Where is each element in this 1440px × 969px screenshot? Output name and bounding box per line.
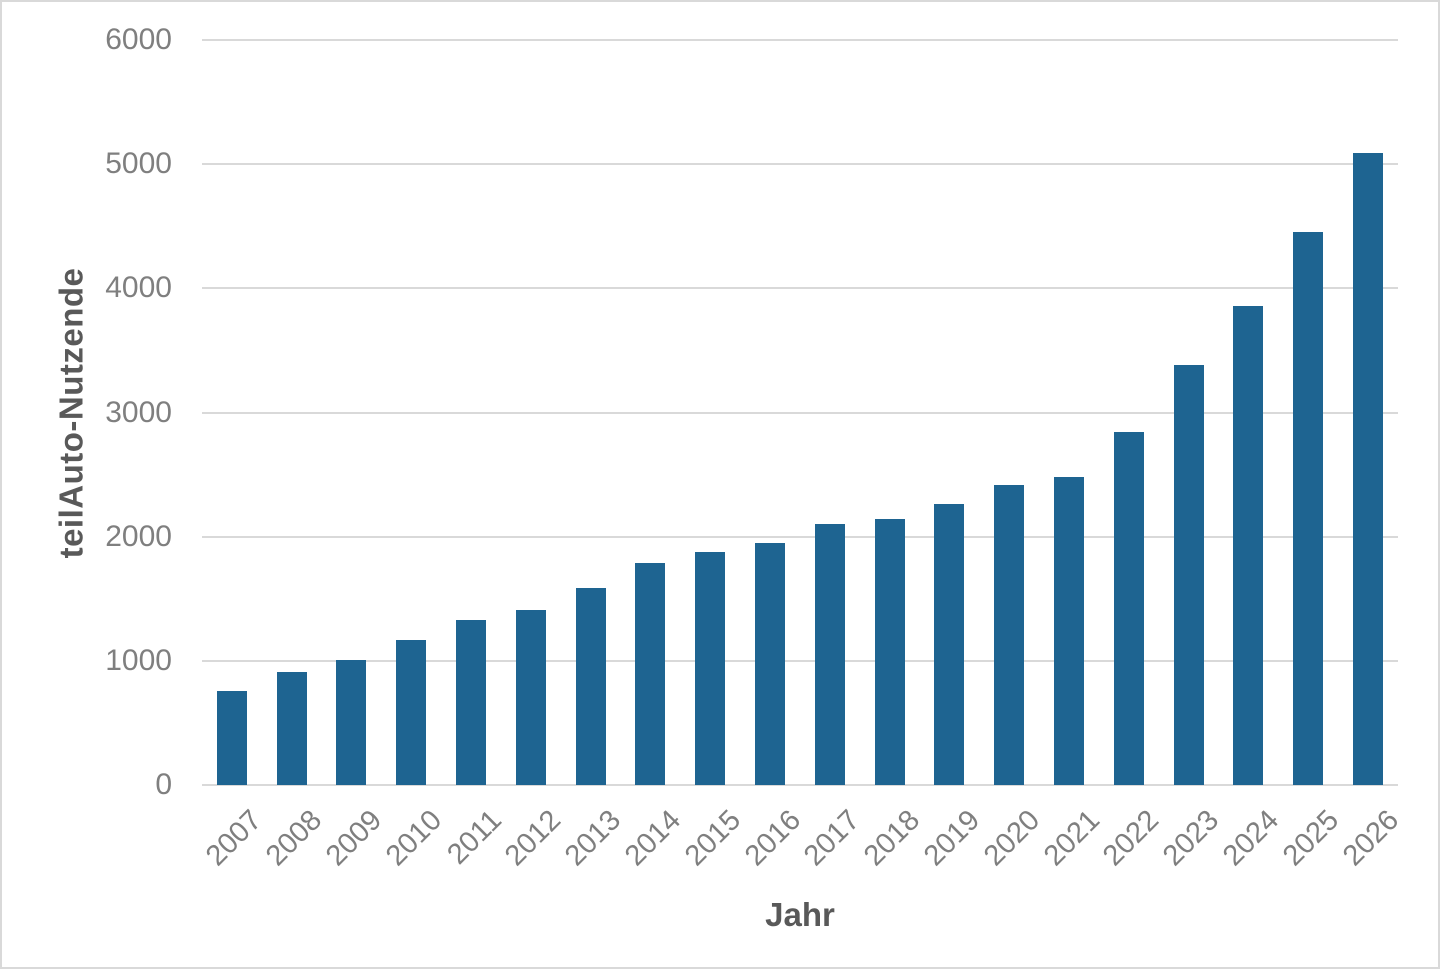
bar-slot-2012 (501, 40, 561, 785)
x-tick-slot-2023: 2023 (1157, 790, 1225, 902)
bar-slot-2015 (680, 40, 740, 785)
bar-2012 (515, 609, 546, 785)
x-tick-slot-2009: 2009 (320, 790, 388, 902)
bar-slot-2026 (1338, 40, 1398, 785)
x-tick-slot-2016: 2016 (738, 790, 806, 902)
bar-slot-2009 (322, 40, 382, 785)
x-tick-label-2023: 2023 (1157, 804, 1226, 873)
bar-2020 (994, 484, 1025, 785)
bar-slot-2021 (1039, 40, 1099, 785)
y-tick-label-3000: 3000 (105, 395, 172, 429)
x-tick-label-2019: 2019 (917, 804, 987, 873)
bar-2011 (456, 619, 487, 785)
y-tick-label-2000: 2000 (105, 519, 172, 553)
bar-slot-2014 (621, 40, 681, 785)
x-axis-tick-labels: 2007 2008 2009 2010 2011 2012 2013 2014 2015 2016… (200, 790, 1404, 902)
bar-2016 (755, 542, 786, 785)
bar-2023 (1173, 365, 1204, 785)
bar-slot-2020 (979, 40, 1039, 785)
bar-slot-2011 (441, 40, 501, 785)
bar-slot-2016 (740, 40, 800, 785)
bar-slot-2022 (1099, 40, 1159, 785)
bar-2024 (1233, 305, 1264, 785)
bar-slot-2018 (860, 40, 920, 785)
x-tick-label-2016: 2016 (738, 804, 807, 873)
gridline-0 (202, 784, 1398, 786)
y-tick-label-1000: 1000 (105, 643, 172, 677)
x-tick-label-2017: 2017 (798, 804, 867, 873)
y-tick-label-0: 0 (155, 768, 172, 801)
bar-2022 (1113, 432, 1144, 785)
x-tick-label-2007: 2007 (200, 804, 269, 873)
x-tick-label-2011: 2011 (440, 804, 508, 871)
bar-2007 (216, 690, 247, 785)
x-tick-slot-2026: 2026 (1336, 790, 1404, 902)
x-tick-slot-2021: 2021 (1037, 790, 1105, 902)
bars-group (202, 40, 1398, 785)
x-tick-label-2026: 2026 (1336, 804, 1405, 873)
bar-slot-2013 (561, 40, 621, 785)
bar-2010 (396, 639, 427, 785)
x-tick-label-2010: 2010 (379, 804, 448, 873)
x-tick-slot-2014: 2014 (619, 790, 687, 902)
x-tick-label-2025: 2025 (1276, 804, 1345, 873)
x-tick-slot-2018: 2018 (858, 790, 926, 902)
bar-2026 (1353, 153, 1384, 785)
x-tick-slot-2019: 2019 (918, 790, 986, 902)
y-tick-label-4000: 4000 (105, 271, 172, 305)
x-tick-slot-2010: 2010 (380, 790, 448, 902)
x-tick-slot-2022: 2022 (1097, 790, 1165, 902)
gridline-5000 (202, 163, 1398, 166)
bar-slot-2007 (202, 40, 262, 785)
bar-2013 (575, 587, 606, 785)
x-axis-title: Jahr (765, 896, 835, 933)
x-tick-slot-2011: 2011 (441, 790, 508, 902)
bar-slot-2023 (1159, 40, 1219, 785)
y-tick-label-6000: 6000 (105, 23, 172, 56)
bar-2025 (1293, 232, 1324, 785)
x-tick-label-2015: 2015 (678, 804, 747, 873)
x-tick-label-2014: 2014 (618, 804, 688, 873)
x-tick-slot-2008: 2008 (260, 790, 328, 902)
x-tick-slot-2012: 2012 (499, 790, 567, 902)
plot-area (202, 39, 1398, 786)
x-tick-label-2008: 2008 (260, 804, 329, 873)
bar-slot-2025 (1278, 40, 1338, 785)
x-tick-label-2021: 2021 (1037, 804, 1106, 873)
bar-slot-2019 (920, 40, 980, 785)
bar-2018 (874, 519, 905, 785)
gridline-1000 (202, 659, 1398, 662)
x-tick-label-2013: 2013 (559, 804, 628, 873)
bar-2015 (695, 551, 726, 785)
x-tick-slot-2024: 2024 (1217, 790, 1285, 902)
bar-slot-2008 (262, 40, 322, 785)
x-tick-slot-2020: 2020 (978, 790, 1046, 902)
x-tick-label-2022: 2022 (1097, 804, 1166, 873)
bar-2014 (635, 562, 666, 785)
bar-2017 (814, 524, 845, 785)
x-tick-label-2012: 2012 (499, 804, 568, 873)
gridline-2000 (202, 535, 1398, 538)
gridline-4000 (202, 287, 1398, 290)
y-tick-label-5000: 5000 (105, 147, 172, 181)
bar-2019 (934, 504, 965, 785)
bar-slot-2010 (381, 40, 441, 785)
x-tick-slot-2013: 2013 (559, 790, 627, 902)
x-tick-label-2009: 2009 (319, 804, 389, 873)
x-tick-slot-2017: 2017 (798, 790, 866, 902)
gridline-6000 (202, 39, 1398, 41)
x-tick-label-2020: 2020 (977, 804, 1046, 873)
bar-2021 (1054, 477, 1085, 785)
bar-slot-2024 (1219, 40, 1279, 785)
bar-2008 (276, 672, 307, 785)
x-tick-slot-2015: 2015 (679, 790, 747, 902)
x-tick-label-2024: 2024 (1216, 804, 1286, 873)
x-tick-label-2018: 2018 (858, 804, 927, 873)
gridline-3000 (202, 411, 1398, 414)
x-tick-slot-2007: 2007 (200, 790, 268, 902)
bar-2009 (336, 659, 367, 785)
x-tick-slot-2025: 2025 (1277, 790, 1345, 902)
bar-slot-2017 (800, 40, 860, 785)
